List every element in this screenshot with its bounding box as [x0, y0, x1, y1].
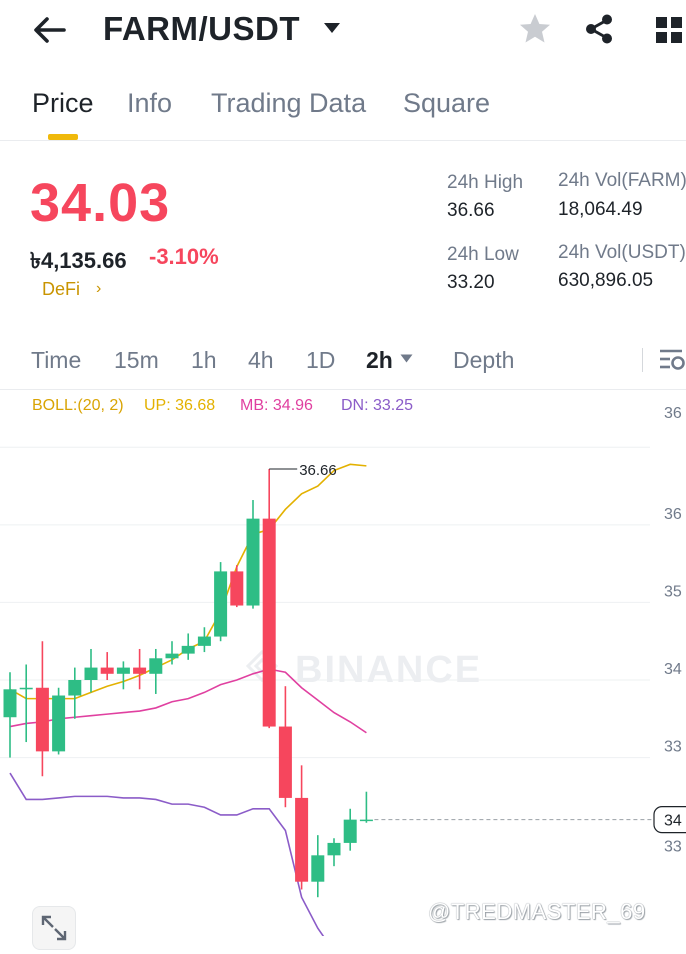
boll-lower: DN: 33.25: [341, 397, 414, 414]
credit-watermark: @TREDMASTER_69: [428, 899, 646, 924]
candle-body: [246, 518, 260, 606]
y-axis-label: 36: [664, 405, 682, 422]
high-marker-label: 36.66: [299, 462, 337, 479]
interval-depth[interactable]: Depth: [453, 347, 515, 373]
interval-divider: [0, 389, 686, 390]
candle-body: [262, 518, 276, 727]
candle-body: [116, 667, 130, 674]
candle-body: [149, 658, 163, 674]
boll-middle-line: [9, 668, 367, 734]
toolbar-separator: [642, 348, 643, 372]
last-price: 34.03: [30, 173, 171, 233]
interval-time[interactable]: Time: [31, 347, 82, 373]
grid-menu-icon[interactable]: [655, 16, 683, 44]
candle-body: [311, 855, 325, 882]
candle-body: [181, 645, 195, 654]
expand-chart-button[interactable]: [32, 906, 76, 950]
low-label: 24h Low: [447, 244, 519, 265]
tab-info[interactable]: Info: [127, 88, 173, 118]
interval-4h[interactable]: 4h: [248, 347, 274, 373]
candle-body: [84, 667, 98, 680]
tab-square[interactable]: Square: [403, 88, 491, 118]
candle-body: [165, 653, 179, 659]
interval-2h-selected[interactable]: 2h: [366, 347, 393, 373]
y-axis-label: 35: [664, 583, 682, 600]
candle-body: [35, 687, 49, 752]
tab-trading-data[interactable]: Trading Data: [211, 88, 367, 118]
last-price-tag: [653, 806, 686, 834]
candle-body: [359, 819, 373, 822]
fiat-price: ৳4,135.66: [30, 248, 127, 273]
y-axis-label: 34: [664, 661, 682, 678]
active-tab-indicator: [48, 134, 78, 140]
candle-body: [343, 819, 357, 843]
pair-title[interactable]: FARM/USDT: [103, 10, 300, 47]
candlestick-chart[interactable]: BINANCE 36.66 34 36 35 34 33 33: [0, 424, 686, 936]
vol-quote-value: 630,896.05: [558, 270, 654, 291]
tabs-divider: [0, 140, 686, 141]
tab-price[interactable]: Price: [32, 88, 94, 118]
high-label: 24h High: [447, 172, 524, 193]
candle-body: [19, 687, 33, 690]
chevron-right-icon[interactable]: ›: [96, 280, 102, 297]
candle-body: [214, 571, 228, 637]
candle-body: [133, 667, 147, 674]
last-price-tag-label: 34: [664, 813, 682, 830]
binance-watermark: BINANCE: [295, 649, 482, 691]
caret-down-icon[interactable]: [400, 354, 413, 363]
candle-body: [197, 636, 211, 646]
candle-body: [295, 797, 309, 882]
vol-base-value: 18,064.49: [558, 199, 643, 220]
candle-body: [68, 680, 82, 696]
chart-settings-icon[interactable]: [658, 347, 686, 373]
y-axis-label: 36: [664, 506, 682, 523]
interval-1d[interactable]: 1D: [306, 347, 336, 373]
candle-body: [230, 571, 244, 606]
category-tag[interactable]: DeFi: [42, 279, 81, 299]
star-icon[interactable]: [518, 12, 552, 46]
boll-params: BOLL:(20, 2): [32, 397, 124, 414]
low-value: 33.20: [447, 272, 495, 293]
change-percent: -3.10%: [149, 244, 219, 269]
y-axis-label: 33: [664, 839, 682, 856]
candle-body: [327, 842, 341, 856]
boll-middle: MB: 34.96: [240, 397, 313, 414]
boll-lower-line: [9, 772, 325, 936]
y-axis-label: 33: [664, 739, 682, 756]
candle-body: [52, 695, 66, 752]
interval-15m[interactable]: 15m: [114, 347, 159, 373]
interval-1h[interactable]: 1h: [191, 347, 217, 373]
vol-base-label: 24h Vol(FARM): [558, 170, 686, 191]
share-icon[interactable]: [583, 13, 615, 45]
caret-down-icon[interactable]: [323, 22, 341, 34]
candle-body: [278, 726, 292, 798]
high-value: 36.66: [447, 200, 495, 221]
boll-upper: UP: 36.68: [144, 397, 216, 414]
expand-icon: [41, 915, 67, 941]
candle-body: [100, 667, 114, 674]
back-arrow-icon[interactable]: [30, 12, 70, 48]
vol-quote-label: 24h Vol(USDT): [558, 242, 686, 263]
candle-body: [3, 689, 17, 718]
